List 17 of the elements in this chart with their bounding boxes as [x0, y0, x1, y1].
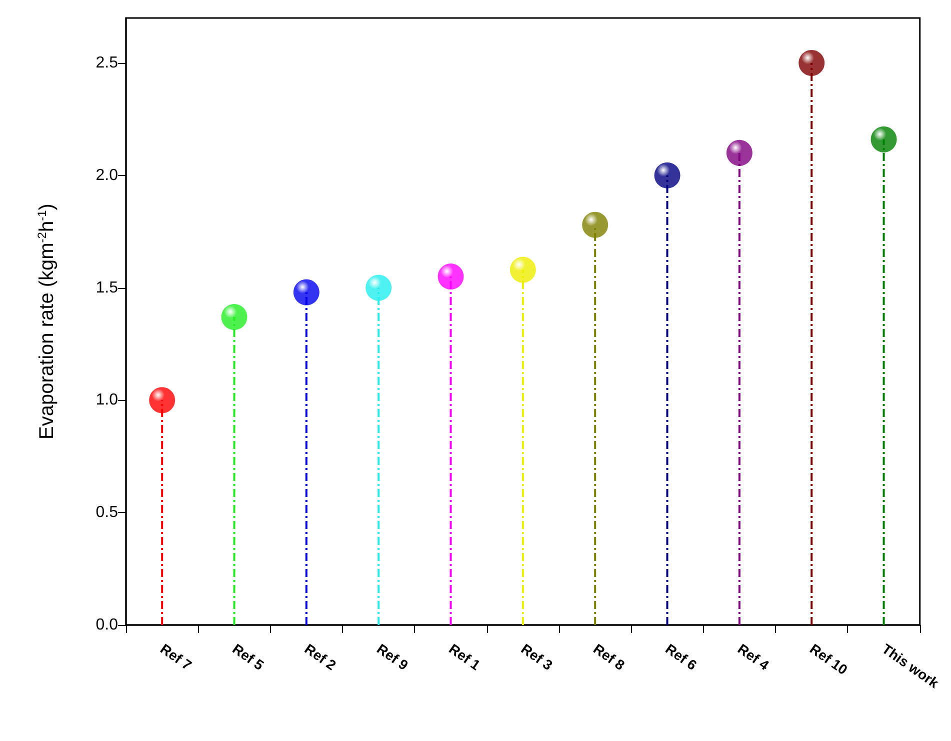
y-axis-title: Evaporation rate (kgm-2h-1) — [35, 204, 58, 440]
y-tick-label: 2.5 — [96, 54, 118, 72]
y-tick-label: 1.0 — [96, 392, 118, 409]
x-tick-label: Ref 9 — [374, 640, 412, 674]
x-tick-label: Ref 8 — [590, 640, 628, 674]
x-tick-label: Ref 2 — [302, 640, 340, 674]
x-tick-label: Ref 10 — [807, 640, 851, 678]
x-tick-label: Ref 6 — [662, 640, 700, 674]
x-tick-label: Ref 7 — [157, 640, 195, 674]
x-tick-label: Ref 1 — [446, 640, 484, 674]
x-tick-label: Ref 5 — [230, 640, 268, 674]
y-tick-label: 2.0 — [96, 166, 118, 184]
y-tick-label: 0.0 — [96, 616, 118, 634]
y-tick-label: 0.5 — [96, 504, 118, 522]
x-tick-label: Ref 4 — [734, 640, 772, 674]
x-tick-label: Ref 3 — [518, 640, 556, 674]
y-tick-label: 1.5 — [96, 279, 118, 296]
